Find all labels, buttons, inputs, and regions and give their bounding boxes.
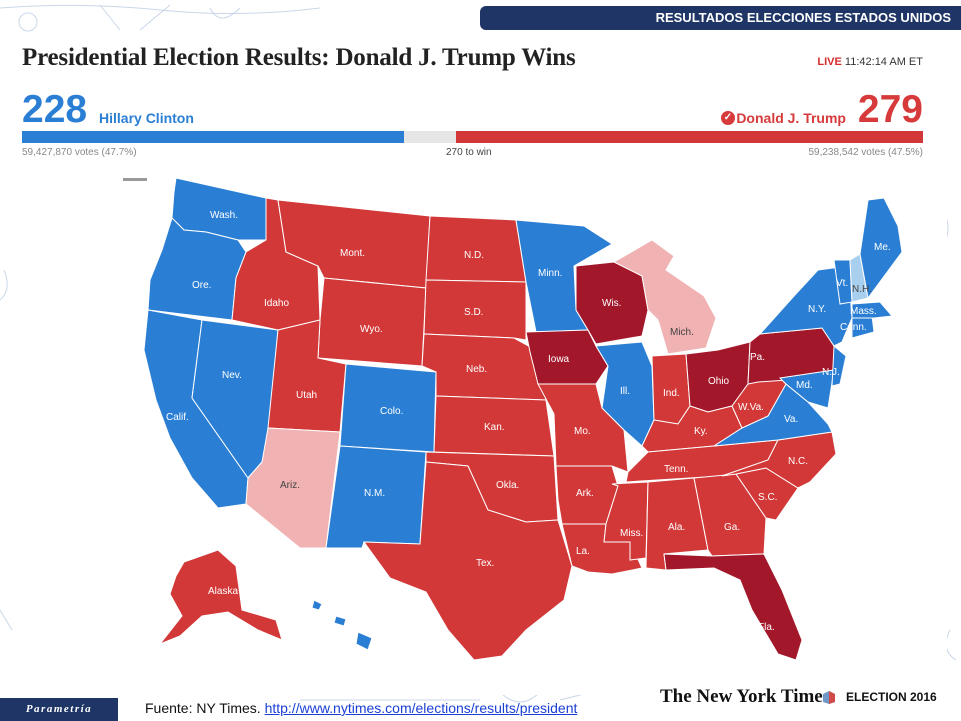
label-neb: Neb. bbox=[466, 364, 487, 375]
parametria-logo: Parametría bbox=[0, 698, 118, 721]
ballot-box-icon bbox=[823, 691, 835, 704]
label-nj: N.J. bbox=[822, 367, 840, 378]
state-arizona[interactable] bbox=[245, 427, 341, 549]
state-alaska[interactable] bbox=[158, 549, 283, 646]
label-va: Va. bbox=[784, 414, 798, 425]
label-tex: Tex. bbox=[476, 558, 494, 569]
label-wis: Wis. bbox=[602, 298, 621, 309]
label-nev: Nev. bbox=[222, 370, 242, 381]
source-citation: Fuente: NY Times. http://www.nytimes.com… bbox=[145, 700, 577, 716]
label-sd: S.D. bbox=[464, 307, 483, 318]
trump-popular-votes: 59,238,542 votes (47.5%) bbox=[808, 147, 923, 158]
label-wva: W.Va. bbox=[738, 402, 764, 413]
label-ariz: Ariz. bbox=[280, 480, 300, 491]
label-conn: Conn. bbox=[840, 322, 867, 333]
us-election-map: Wash. Ore. Calif. Nev. Idaho Mont. Wyo. … bbox=[123, 177, 903, 661]
label-nd: N.D. bbox=[464, 250, 484, 261]
label-alaska: Alaska bbox=[208, 586, 238, 597]
label-tenn: Tenn. bbox=[664, 464, 688, 475]
trump-name: Donald J. Trump bbox=[736, 110, 846, 126]
trump-electoral-votes: 279 bbox=[857, 88, 923, 131]
label-mass: Mass. bbox=[850, 306, 877, 317]
label-fla: Fla. bbox=[758, 622, 775, 633]
label-pa: Pa. bbox=[750, 352, 765, 363]
label-ind: Ind. bbox=[663, 388, 680, 399]
label-wyo: Wyo. bbox=[360, 324, 383, 335]
trump-bar-fill bbox=[455, 131, 923, 143]
label-sc: S.C. bbox=[758, 492, 777, 503]
to-win-label: 270 to win bbox=[446, 147, 492, 158]
nyt-logo: The New York Times bbox=[660, 686, 831, 707]
state-north-dakota[interactable] bbox=[425, 215, 527, 283]
clinton-popular-votes: 59,427,870 votes (47.7%) bbox=[22, 147, 137, 158]
label-nh: N.H. bbox=[852, 284, 872, 295]
election-2016-label: ELECTION 2016 bbox=[846, 690, 937, 704]
clinton-electoral-votes: 228 bbox=[22, 88, 88, 131]
label-minn: Minn. bbox=[538, 268, 562, 279]
state-maryland[interactable] bbox=[778, 369, 835, 409]
label-ore: Ore. bbox=[192, 280, 211, 291]
page-title: Presidential Election Results: Donald J.… bbox=[22, 44, 576, 71]
label-idaho: Idaho bbox=[264, 298, 289, 309]
label-iowa: Iowa bbox=[548, 354, 570, 365]
winner-check-icon: ✓ bbox=[721, 111, 735, 125]
label-ohio: Ohio bbox=[708, 376, 730, 387]
state-north-carolina[interactable] bbox=[721, 431, 837, 489]
label-vt: Vt. bbox=[836, 278, 848, 289]
label-la: La. bbox=[576, 546, 590, 557]
state-maine[interactable] bbox=[859, 197, 903, 300]
label-nm: N.M. bbox=[364, 488, 385, 499]
source-prefix: Fuente: NY Times. bbox=[145, 700, 265, 716]
label-nc: N.C. bbox=[788, 456, 808, 467]
label-colo: Colo. bbox=[380, 406, 403, 417]
map-toggle-icon bbox=[123, 178, 147, 181]
label-ga: Ga. bbox=[724, 522, 740, 533]
clinton-bar-fill bbox=[22, 131, 404, 143]
label-kan: Kan. bbox=[484, 422, 505, 433]
label-ny: N.Y. bbox=[808, 304, 826, 315]
state-michigan[interactable] bbox=[612, 239, 717, 355]
label-ky: Ky. bbox=[694, 426, 708, 437]
state-new-jersey[interactable] bbox=[831, 344, 847, 387]
state-florida[interactable] bbox=[663, 553, 803, 661]
label-ill: Ill. bbox=[620, 386, 630, 397]
label-md: Md. bbox=[796, 380, 813, 391]
live-time: 11:42:14 AM ET bbox=[844, 56, 923, 68]
slide-banner: RESULTADOS ELECCIONES ESTADOS UNIDOS bbox=[480, 6, 961, 30]
state-wyoming[interactable] bbox=[317, 277, 427, 367]
state-south-dakota[interactable] bbox=[423, 279, 527, 341]
label-mo: Mo. bbox=[574, 426, 591, 437]
clinton-name: Hillary Clinton bbox=[99, 110, 194, 126]
label-utah: Utah bbox=[296, 390, 317, 401]
electoral-vote-bar bbox=[22, 131, 923, 143]
live-badge: LIVE bbox=[817, 56, 842, 68]
label-wash: Wash. bbox=[210, 210, 238, 221]
state-texas[interactable] bbox=[362, 461, 573, 661]
label-okla: Okla. bbox=[496, 480, 519, 491]
label-miss: Miss. bbox=[620, 528, 643, 539]
label-mich: Mich. bbox=[670, 327, 694, 338]
live-timestamp: LIVE 11:42:14 AM ET bbox=[817, 56, 923, 68]
label-me: Me. bbox=[874, 242, 891, 253]
source-link[interactable]: http://www.nytimes.com/elections/results… bbox=[264, 700, 578, 716]
label-ark: Ark. bbox=[576, 488, 594, 499]
state-hawaii[interactable] bbox=[311, 599, 373, 651]
label-ala: Ala. bbox=[668, 522, 685, 533]
label-calif: Calif. bbox=[166, 412, 189, 423]
state-massachusetts[interactable] bbox=[851, 301, 893, 319]
label-mont: Mont. bbox=[340, 248, 365, 259]
label-hawaii: Hawaii bbox=[368, 644, 398, 655]
